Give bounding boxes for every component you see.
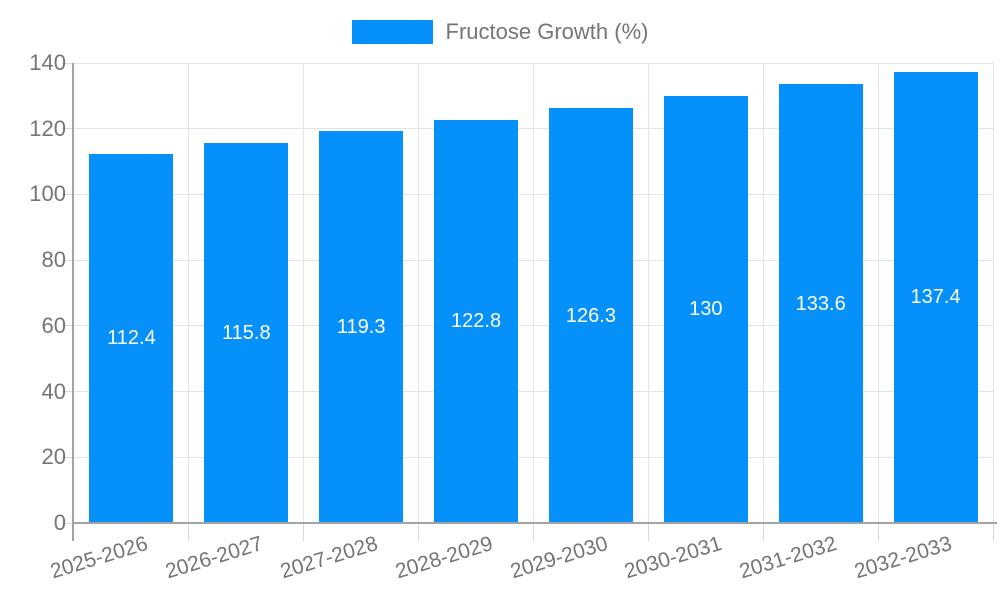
- y-tick-label: 0: [53, 510, 66, 535]
- bar-value-label: 126.3: [565, 304, 616, 327]
- bar-value-label: 112.4: [107, 327, 156, 350]
- x-axis-tick: [303, 523, 305, 541]
- x-tick-label: 2027-2028: [277, 531, 381, 584]
- x-axis-tick: [877, 523, 879, 541]
- y-tick-label: 40: [41, 378, 66, 404]
- v-gridline: [188, 63, 190, 523]
- bar: [548, 108, 633, 523]
- v-gridline: [992, 63, 994, 523]
- y-axis-tick: [62, 391, 72, 393]
- y-tick-label: 140: [29, 50, 66, 75]
- bar: [319, 131, 404, 523]
- x-tick-label: 2031-2032: [736, 531, 840, 584]
- x-axis-tick: [533, 523, 534, 541]
- v-gridline: [762, 63, 764, 523]
- bar-value-label: 115.8: [222, 321, 271, 344]
- y-axis-tick: [62, 128, 72, 130]
- x-axis-tick: [647, 523, 649, 541]
- x-axis-tick: [762, 523, 764, 541]
- legend-label: Fructose Growth (%): [445, 19, 649, 44]
- bar-value-label: 137.4: [910, 286, 961, 309]
- bar: [89, 153, 174, 523]
- y-tick-label: 60: [41, 312, 66, 338]
- v-gridline: [303, 63, 305, 523]
- x-axis-tick: [188, 523, 190, 541]
- x-tick-label: 2026-2027: [162, 531, 266, 584]
- x-axis-line: [72, 522, 997, 524]
- v-gridline: [647, 63, 649, 523]
- y-axis-tick: [62, 62, 72, 64]
- x-tick-label: 2025-2026: [47, 531, 151, 584]
- bar: [204, 142, 289, 523]
- v-gridline: [877, 63, 879, 523]
- y-tick-label: 100: [29, 181, 66, 207]
- bar: [893, 71, 978, 523]
- bar-value-label: 122.8: [451, 310, 502, 333]
- y-axis-tick: [62, 325, 72, 327]
- bar: [434, 119, 519, 523]
- y-axis-tick: [62, 522, 72, 524]
- chart-legend: Fructose Growth (%): [0, 19, 1000, 45]
- v-gridline: [418, 63, 420, 523]
- x-tick-label: 2030-2031: [622, 531, 725, 584]
- plot-area: 112.4 115.8 119.3 122.8 126.3 130 133.6 137.4: [74, 62, 994, 523]
- y-axis-line: [72, 63, 74, 541]
- bar-value-label: 119.3: [336, 316, 386, 338]
- x-tick-label: 2029-2030: [507, 531, 610, 584]
- y-tick-label: 20: [41, 444, 66, 470]
- bar: [778, 84, 863, 523]
- bar-value-label: 133.6: [795, 292, 846, 315]
- y-tick-label: 80: [41, 247, 66, 273]
- y-axis-tick: [62, 193, 72, 195]
- x-axis-tick: [992, 523, 994, 541]
- legend-swatch: [351, 20, 433, 44]
- bar: [663, 95, 748, 523]
- y-axis-tick: [62, 259, 72, 261]
- v-gridline: [533, 63, 534, 523]
- y-axis-tick: [62, 456, 72, 458]
- bar-value-label: 130: [689, 298, 723, 321]
- x-tick-label: 2032-2033: [851, 531, 955, 584]
- y-tick-label: 120: [29, 115, 66, 141]
- x-axis-tick: [418, 523, 420, 541]
- x-tick-label: 2028-2029: [392, 531, 496, 584]
